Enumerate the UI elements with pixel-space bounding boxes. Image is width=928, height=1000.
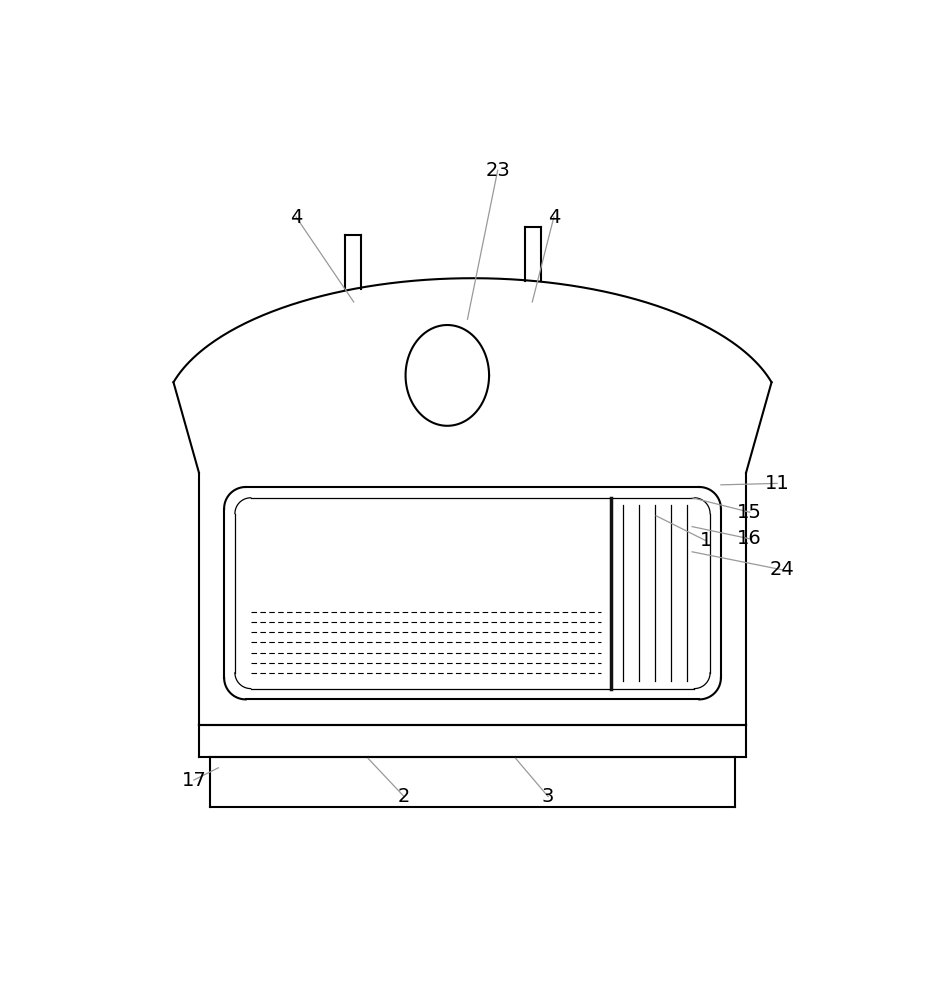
Text: 3: 3 [541, 787, 554, 806]
Text: 1: 1 [700, 531, 712, 550]
Text: 24: 24 [769, 560, 793, 579]
Text: 23: 23 [484, 161, 509, 180]
Text: 11: 11 [764, 474, 789, 493]
Text: 2: 2 [397, 787, 410, 806]
Text: 17: 17 [181, 771, 206, 790]
Text: 4: 4 [290, 208, 302, 227]
Text: 16: 16 [737, 529, 761, 548]
Text: 4: 4 [548, 208, 560, 227]
Text: 15: 15 [737, 503, 761, 522]
